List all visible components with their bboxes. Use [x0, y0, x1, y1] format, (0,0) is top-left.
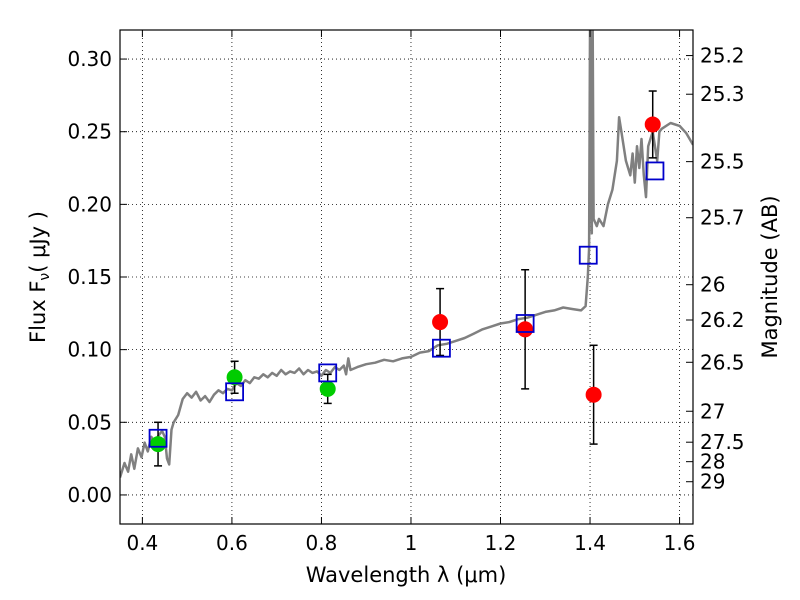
plot-background [120, 30, 693, 524]
ticks: 0.4 0.6 0.8 1 1.2 1.4 1.6 0.00 0.05 0.10 0.15 0.20 0… [67, 30, 745, 555]
y-tick-label: 0.05 [67, 410, 112, 434]
data-point [585, 386, 602, 403]
x-tick-label: 0.6 [216, 531, 248, 555]
model-photometry-point [515, 314, 535, 333]
x-tick-label: 1.6 [664, 531, 696, 555]
model-photometry-point [148, 428, 168, 448]
data-point [432, 314, 449, 331]
y-right-axis-label-group: Magnitude (AB) [758, 195, 782, 358]
y-tick-label: 0.20 [67, 192, 112, 216]
right-tick-label: 26.5 [700, 350, 745, 374]
y-tick-label: 0.00 [67, 483, 112, 507]
right-tick-label: 25.3 [700, 82, 745, 106]
x-tick-label: 1.4 [574, 531, 606, 555]
right-tick-label: 26 [700, 273, 725, 297]
y-tick-label: 0.30 [67, 47, 112, 71]
y-axis-label: Flux Fν( μJy ) [26, 211, 53, 343]
data-point [644, 116, 661, 133]
y-axis-label-unit: ( μJy ) [26, 211, 50, 273]
right-tick-label: 25.7 [700, 206, 745, 230]
y-tick-label: 0.10 [67, 338, 112, 362]
right-tick-label: 27.5 [700, 430, 745, 454]
x-tick-label: 1.2 [485, 531, 517, 555]
data-point [226, 369, 243, 386]
model-photometry-point [645, 161, 665, 181]
model-photometry-point [318, 363, 338, 383]
x-axis-label: Wavelength λ (μm) [306, 563, 507, 587]
model-photometry-point [432, 338, 451, 358]
y-axis-label-group: Flux Fν( μJy ) [26, 211, 53, 343]
y-axis-label-subscript: ν [37, 273, 53, 281]
right-tick-label: 27 [700, 399, 725, 423]
y-right-axis-label: Magnitude (AB) [758, 195, 782, 358]
x-tick-label: 0.4 [126, 531, 158, 555]
right-tick-label: 26.2 [700, 308, 745, 332]
points-layer [148, 90, 665, 467]
model-photometry-point [578, 245, 598, 265]
right-tick-label: 25.5 [700, 150, 745, 174]
y-tick-label: 0.25 [67, 120, 112, 144]
data-point [150, 436, 167, 453]
right-tick-label: 25.2 [700, 44, 745, 68]
right-tick-label: 28 [700, 450, 725, 474]
x-tick-label: 1 [405, 531, 418, 555]
y-tick-label: 0.15 [67, 265, 112, 289]
x-tick-label: 0.8 [306, 531, 338, 555]
data-point [319, 380, 336, 397]
model-photometry-point [225, 382, 245, 402]
data-point [517, 321, 534, 338]
model-layer [120, 30, 693, 478]
right-tick-label: 29 [700, 470, 725, 494]
model-spectrum-line [120, 30, 693, 478]
